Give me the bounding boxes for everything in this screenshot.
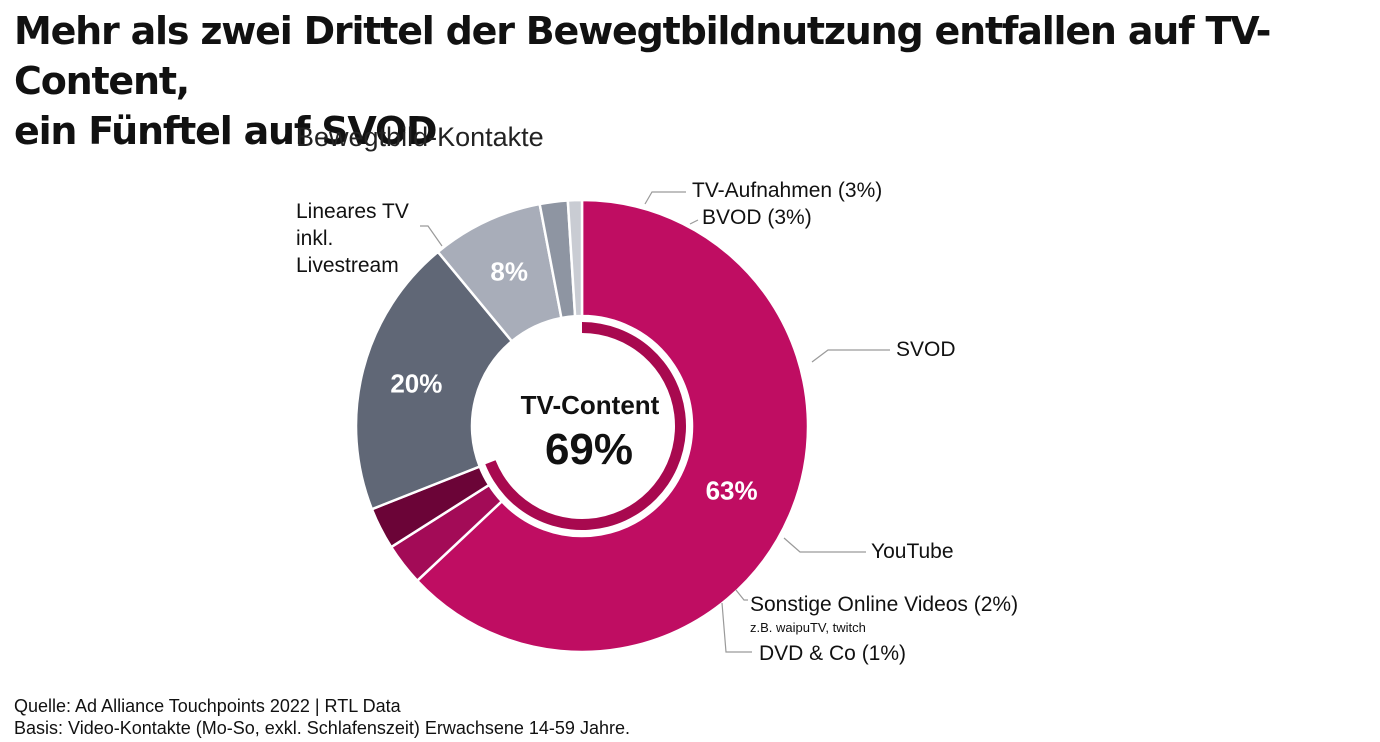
leader-line-youtube [783, 537, 866, 553]
chart-headline: Mehr als zwei Drittel der Bewegtbildnutz… [14, 6, 1364, 156]
slice-label-lineares-tv-inkl-livestream-2: inkl. [296, 227, 333, 250]
value-label-svod: 20% [390, 368, 442, 398]
leader-line-tv-aufnahmen-3 [644, 191, 686, 205]
center-label: TV-Content [521, 390, 660, 420]
slice-label-youtube: YouTube [871, 540, 954, 563]
slice-label-sonstige-online-videos-2: Sonstige Online Videos (2%) [750, 593, 1018, 616]
leader-line-svod [811, 349, 890, 363]
leader-line-bvod-3 [689, 219, 699, 225]
slice-label-dvd-co-1: DVD & Co (1%) [759, 642, 906, 665]
slice-label-lineares-tv-inkl-livestream-1: Lineares TV [296, 200, 409, 223]
leader-line-dvd-co-1 [721, 602, 752, 653]
leader-line-lineares-tv-inkl-livestream [420, 225, 443, 247]
value-label-lineares-tv-inkl-livestream: 63% [706, 476, 758, 506]
center-value: 69% [545, 425, 633, 474]
slice-label-bvod-3: BVOD (3%) [702, 206, 812, 229]
slice-label-svod: SVOD [896, 338, 956, 361]
headline-line-1: Mehr als zwei Drittel der Bewegtbildnutz… [14, 9, 1271, 103]
value-label-youtube: 8% [490, 256, 528, 286]
slice-label-tv-aufnahmen-3: TV-Aufnahmen (3%) [692, 179, 882, 202]
basis-line: Basis: Video-Kontakte (Mo-So, exkl. Schl… [14, 718, 630, 738]
leader-line-sonstige-online-videos-2 [735, 589, 748, 601]
source-note: Quelle: Ad Alliance Touchpoints 2022 | R… [14, 695, 630, 739]
source-line: Quelle: Ad Alliance Touchpoints 2022 | R… [14, 696, 401, 716]
slice-label-lineares-tv-inkl-livestream-3: Livestream [296, 254, 399, 277]
slice-note-sonstige-online-videos-2: z.B. waipuTV, twitch [750, 620, 866, 635]
donut-slice-svod [354, 250, 514, 511]
chart-subtitle: Bewegtbild-Kontakte [296, 122, 544, 152]
donut-slice-dvd-co-1 [566, 198, 584, 318]
donut-slice-lineares-tv-inkl-livestream [415, 198, 810, 654]
headline-line-2: ein Fünftel auf SVOD [14, 109, 438, 153]
